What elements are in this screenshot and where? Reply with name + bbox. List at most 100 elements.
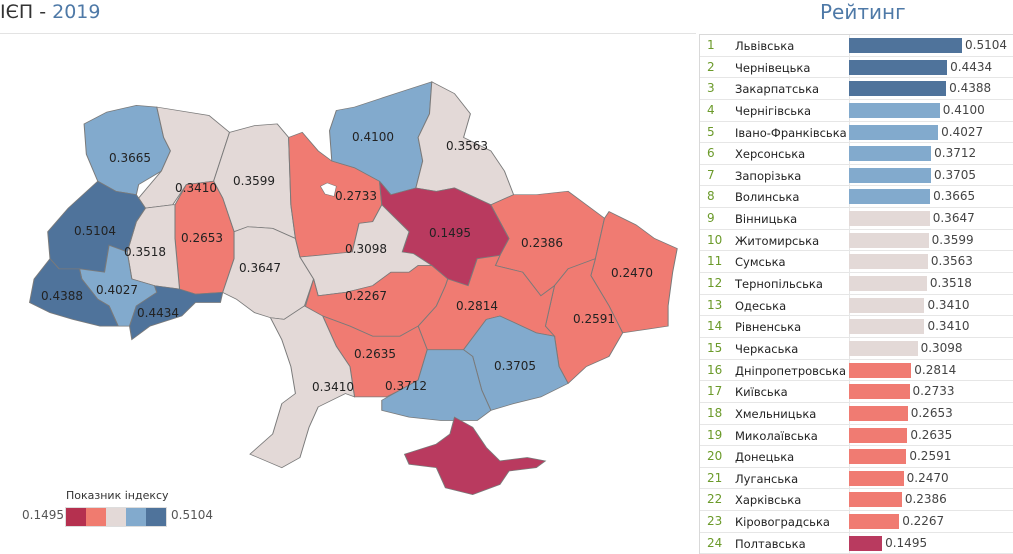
ranking-bar[interactable]	[849, 297, 925, 313]
map-region-value-label: 0.3647	[239, 261, 281, 275]
ranking-row[interactable]: 2 Чернівецька 0.4434	[700, 56, 1013, 79]
map-region-kyiv-city[interactable]	[319, 182, 337, 197]
map-region[interactable]	[381, 349, 492, 421]
bar-value-label: 0.2814	[914, 362, 957, 377]
ranking-bar[interactable]	[849, 470, 904, 486]
ranking-row[interactable]: 24 Полтавська 0.1495	[700, 532, 1013, 554]
ranking-row[interactable]: 16 Дніпропетровська 0.2814	[700, 359, 1013, 382]
ranking-row[interactable]: 10 Житомирська 0.3599	[700, 229, 1013, 252]
ranking-bar[interactable]	[849, 535, 883, 551]
ranking-row[interactable]: 4 Чернігівська 0.4100	[700, 99, 1013, 122]
ranking-row[interactable]: 8 Волинська 0.3665	[700, 186, 1013, 209]
ranking-row[interactable]: 7 Запорізька 0.3705	[700, 164, 1013, 187]
bar-value-label: 0.2733	[912, 384, 955, 399]
bar-value-label: 0.2653	[910, 405, 953, 420]
ranking-row[interactable]: 23 Кіровоградська 0.2267	[700, 511, 1013, 533]
ranking-bar[interactable]	[849, 102, 940, 118]
ranking-bar[interactable]	[849, 146, 932, 162]
ranking-bar[interactable]	[849, 276, 927, 292]
region-name: Херсонська	[735, 147, 806, 162]
ranking-bar[interactable]	[849, 254, 928, 270]
legend-swatch	[106, 508, 126, 526]
map-region-value-label: 0.3705	[494, 359, 536, 373]
region-name: Дніпропетровська	[735, 363, 847, 378]
ranking-bar[interactable]	[849, 167, 932, 183]
rank-number: 18	[707, 405, 723, 420]
ranking-row[interactable]: 14 Рівненська 0.3410	[700, 316, 1013, 338]
ranking-row[interactable]: 21 Луганська 0.2470	[700, 467, 1013, 490]
legend-color-scale	[65, 507, 167, 527]
ranking-bar[interactable]	[849, 492, 902, 508]
ranking-row[interactable]: 12 Тернопільська 0.3518	[700, 273, 1013, 295]
rank-number: 14	[707, 319, 723, 334]
rank-number: 11	[707, 254, 723, 269]
dashboard-title: ІЄП - 2019	[0, 1, 100, 23]
ranking-bar[interactable]	[849, 362, 912, 378]
map-region[interactable]	[29, 258, 119, 327]
map-region-crimea[interactable]	[403, 416, 547, 496]
ranking-bar[interactable]	[849, 232, 929, 248]
ranking-row[interactable]: 6 Херсонська 0.3712	[700, 143, 1013, 165]
ranking-row[interactable]: 19 Миколаївська 0.2635	[700, 424, 1013, 447]
title-prefix: ІЄП	[0, 1, 34, 23]
bar-value-label: 0.3563	[930, 254, 973, 269]
ranking-bar[interactable]	[849, 59, 948, 75]
map-region[interactable]	[129, 285, 224, 341]
ranking-bar[interactable]	[849, 81, 947, 97]
region-name: Закарпатська	[735, 82, 820, 97]
ranking-row[interactable]: 5 Івано-Франківська 0.4027	[700, 121, 1013, 144]
ranking-bar[interactable]	[849, 427, 908, 443]
region-name: Тернопільська	[735, 277, 823, 292]
ranking-row[interactable]: 17 Київська 0.2733	[700, 381, 1013, 403]
ranking-row[interactable]: 22 Харківська 0.2386	[700, 489, 1013, 512]
region-name: Житомирська	[735, 233, 820, 248]
rank-number: 13	[707, 297, 723, 312]
ranking-row[interactable]: 1 Львівська 0.5104	[700, 35, 1013, 57]
rank-number: 16	[707, 362, 723, 377]
ranking-row[interactable]: 9 Вінницька 0.3647	[700, 208, 1013, 230]
map-region-value-label: 0.3712	[385, 379, 427, 393]
region-name: Львівська	[735, 39, 795, 53]
map-region-value-label: 0.2386	[521, 236, 563, 250]
rank-number: 3	[707, 81, 715, 96]
ranking-bar[interactable]	[849, 211, 930, 227]
ranking-bar[interactable]	[849, 405, 908, 421]
region-name: Донецька	[735, 450, 795, 465]
region-name: Луганська	[735, 471, 799, 486]
bar-value-label: 0.2267	[902, 514, 945, 529]
map-region-value-label: 0.3410	[175, 181, 217, 195]
region-name: Харківська	[735, 493, 802, 508]
bar-value-label: 0.4027	[941, 124, 984, 139]
ranking-bar[interactable]	[849, 189, 931, 205]
ranking-row[interactable]: 18 Хмельницька 0.2653	[700, 402, 1013, 425]
region-name: Івано-Франківська	[735, 125, 847, 140]
ranking-bar[interactable]	[849, 384, 910, 400]
region-name: Кіровоградська	[735, 515, 830, 530]
ranking-row[interactable]: 20 Донецька 0.2591	[700, 446, 1013, 468]
ranking-bar[interactable]	[849, 340, 918, 356]
map-region-value-label: 0.2814	[456, 299, 498, 313]
ranking-bar[interactable]	[849, 449, 907, 465]
ranking-row[interactable]: 11 Сумська 0.3563	[700, 251, 1013, 274]
map-region-value-label: 0.2267	[345, 289, 387, 303]
legend-swatch	[86, 508, 106, 526]
ranking-row[interactable]: 3 Закарпатська 0.4388	[700, 78, 1013, 100]
ranking-bar[interactable]	[849, 124, 939, 140]
bar-value-label: 0.2386	[904, 492, 947, 507]
region-name: Чернігівська	[735, 103, 812, 118]
region-name: Рівненська	[735, 320, 802, 335]
ranking-title: Рейтинг	[820, 0, 906, 24]
bar-value-label: 0.1495	[885, 535, 928, 550]
map-region-value-label: 0.5104	[74, 224, 116, 238]
ranking-row[interactable]: 13 Одеська 0.3410	[700, 294, 1013, 317]
title-year: 2019	[52, 1, 101, 23]
ranking-bar[interactable]	[849, 38, 962, 53]
ranking-bar[interactable]	[849, 319, 925, 335]
bar-value-label: 0.4434	[950, 59, 993, 74]
map-region[interactable]	[249, 305, 356, 469]
region-name: Полтавська	[735, 536, 806, 551]
legend-swatch	[146, 508, 166, 526]
rank-number: 21	[707, 470, 723, 485]
ranking-bar[interactable]	[849, 514, 900, 530]
ranking-row[interactable]: 15 Черкаська 0.3098	[700, 337, 1013, 360]
